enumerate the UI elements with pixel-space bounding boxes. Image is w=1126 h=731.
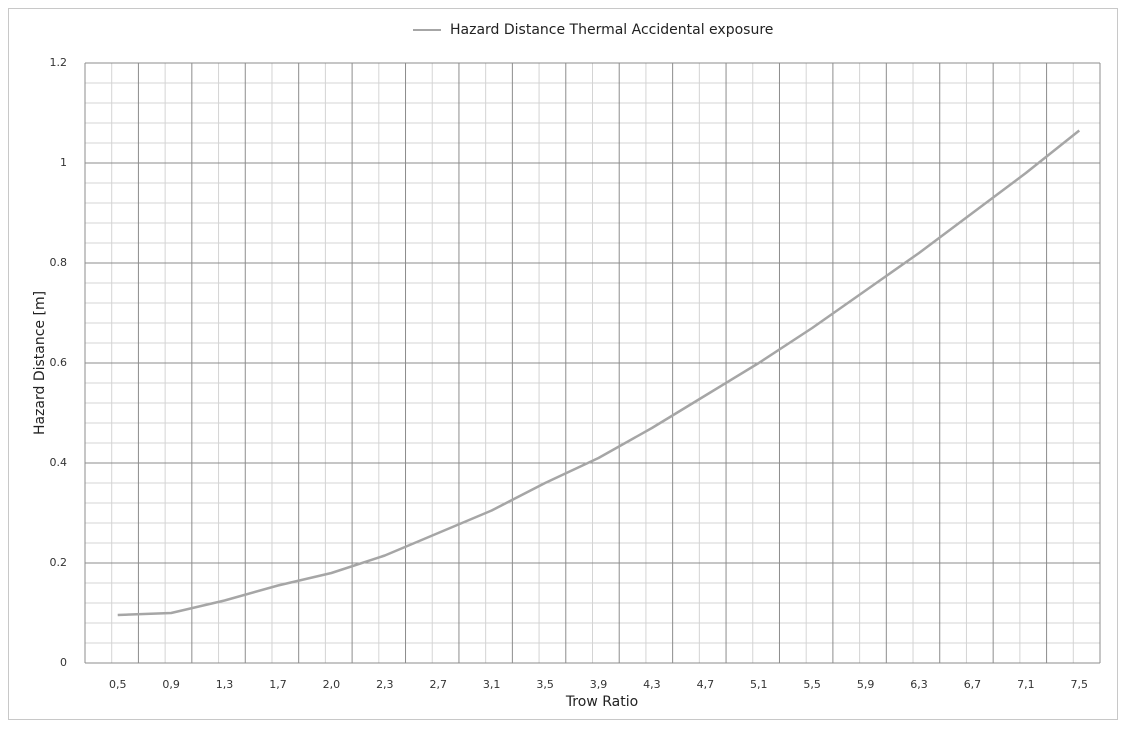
y-tick-label: 0.4 (50, 456, 68, 469)
y-axis-title: Hazard Distance [m] (32, 291, 48, 435)
y-tick-label: 0 (60, 656, 67, 669)
y-tick-label: 1.2 (50, 56, 68, 69)
x-tick-label: 3,5 (536, 678, 554, 691)
series-line (117, 129, 1081, 617)
grid (84, 62, 1101, 664)
x-tick-label: 4,7 (697, 678, 715, 691)
x-tick-label: 5,5 (803, 678, 821, 691)
x-tick-label: 6,7 (964, 678, 982, 691)
x-tick-label: 5,9 (857, 678, 875, 691)
y-tick-label: 1 (60, 156, 67, 169)
x-tick-label: 4,3 (643, 678, 661, 691)
x-tick-label: 5,1 (750, 678, 768, 691)
chart-frame (8, 8, 1118, 720)
x-tick-label: 1,3 (216, 678, 234, 691)
x-tick-label: 1,7 (269, 678, 287, 691)
x-tick-label: 3,1 (483, 678, 501, 691)
x-tick-label: 7,1 (1017, 678, 1035, 691)
x-tick-label: 2,3 (376, 678, 394, 691)
legend-label: Hazard Distance Thermal Accidental expos… (450, 22, 773, 38)
x-tick-label: 7,5 (1071, 678, 1089, 691)
x-tick-label: 3,9 (590, 678, 608, 691)
x-axis-title: Trow Ratio (565, 694, 638, 710)
x-tick-label: 0,5 (109, 678, 127, 691)
y-tick-label: 0.2 (50, 556, 68, 569)
x-tick-label: 6,3 (910, 678, 928, 691)
x-tick-label: 2,7 (429, 678, 447, 691)
y-tick-label: 0.6 (50, 356, 68, 369)
y-tick-label: 0.8 (50, 256, 68, 269)
x-tick-label: 0,9 (162, 678, 180, 691)
x-tick-label: 2,0 (323, 678, 341, 691)
